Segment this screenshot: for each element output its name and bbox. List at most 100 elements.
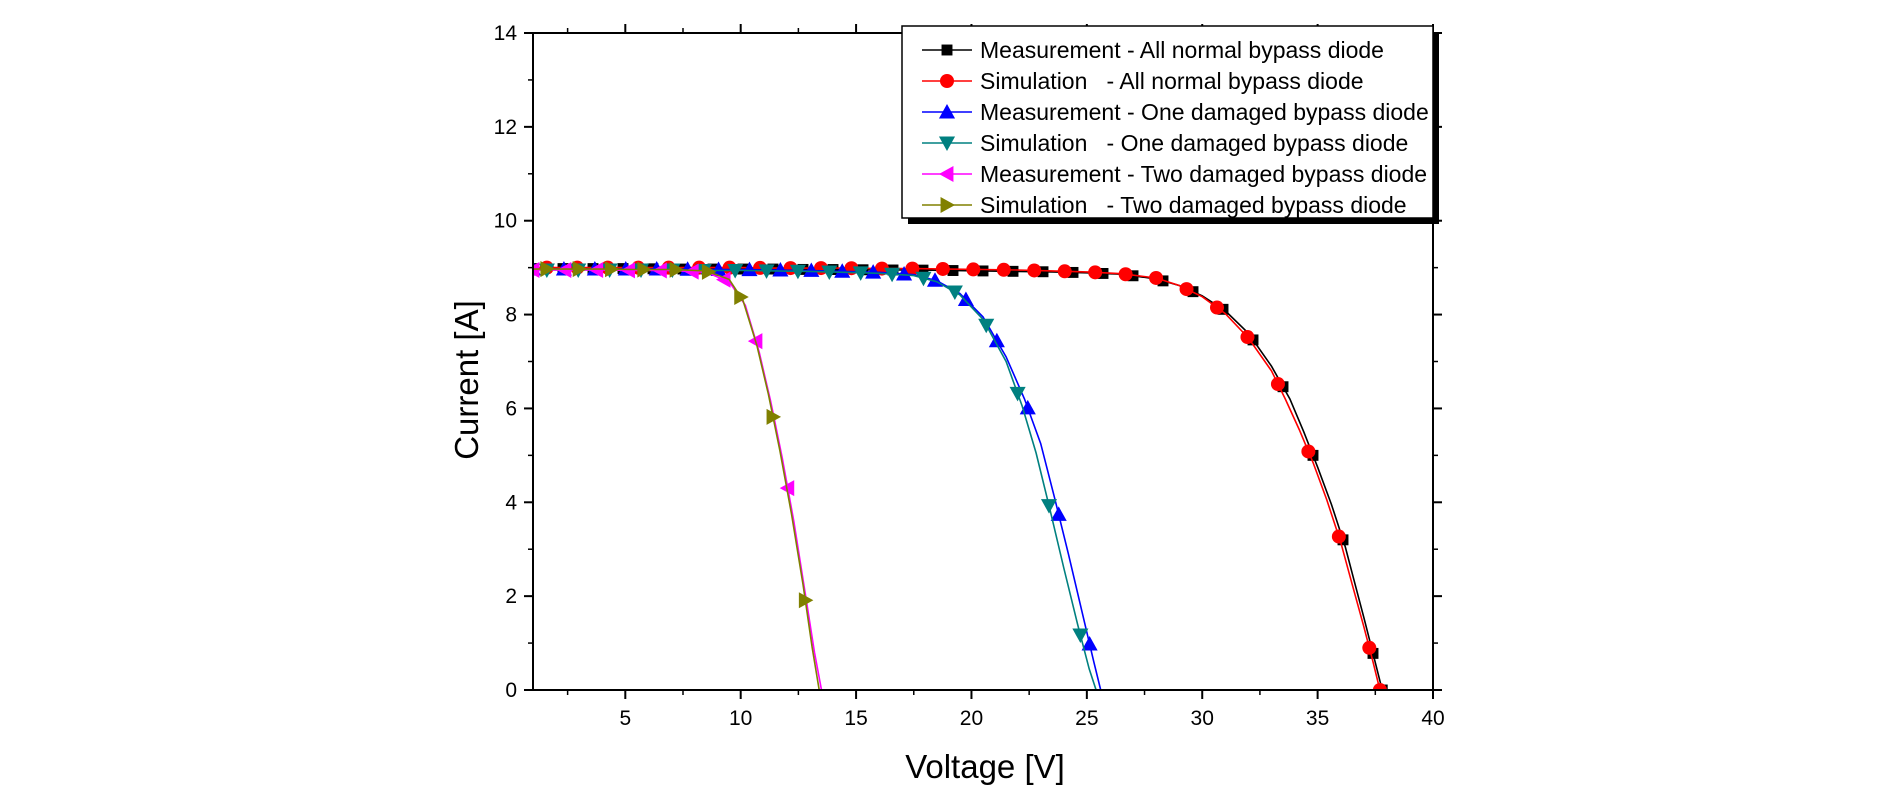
- data-point: [865, 264, 882, 279]
- data-point: [1081, 636, 1098, 651]
- data-point: [1362, 640, 1377, 655]
- data-point: [966, 262, 981, 277]
- data-point: [798, 592, 814, 609]
- data-point: [803, 262, 820, 277]
- data-point: [1149, 270, 1164, 285]
- y-tick-label: 10: [494, 210, 517, 233]
- x-tick-label: 25: [1075, 707, 1098, 730]
- data-point: [896, 265, 913, 281]
- data-point: [1088, 265, 1103, 280]
- legend-label: Measurement - One damaged bypass diode: [980, 99, 1429, 125]
- data-point: [957, 291, 974, 306]
- data-point: [540, 261, 555, 278]
- legend-marker: [938, 103, 956, 119]
- legend-marker: [941, 44, 953, 56]
- data-point: [1240, 330, 1255, 345]
- y-tick-label: 2: [505, 585, 517, 608]
- series-6: [533, 261, 820, 690]
- data-point: [758, 264, 775, 279]
- y-axis-title: Current [A]: [448, 300, 485, 460]
- data-point: [915, 271, 932, 287]
- data-point: [1040, 499, 1058, 514]
- data-point: [821, 265, 838, 280]
- data-point: [1007, 265, 1019, 277]
- x-tick-label: 15: [844, 707, 867, 730]
- data-point: [978, 318, 995, 334]
- y-tick-label: 14: [494, 22, 518, 45]
- data-point: [977, 265, 989, 277]
- data-point: [533, 261, 540, 279]
- series-layer: [533, 260, 1388, 690]
- data-point: [1210, 300, 1224, 315]
- data-point: [996, 262, 1011, 277]
- data-point: [684, 263, 699, 280]
- y-tick-label: 12: [494, 116, 517, 139]
- legend-label: Measurement - All normal bypass diode: [980, 37, 1384, 63]
- data-point: [727, 264, 744, 279]
- legend-entry: Measurement - One damaged bypass diode: [922, 99, 1429, 125]
- x-tick-label: 30: [1191, 707, 1214, 730]
- data-point: [1372, 683, 1387, 690]
- data-point: [1301, 444, 1316, 459]
- data-point: [1179, 282, 1194, 297]
- x-tick-label: 40: [1421, 707, 1444, 730]
- legend-marker: [938, 136, 956, 152]
- data-point: [556, 261, 572, 279]
- data-point: [884, 267, 901, 283]
- data-point: [767, 263, 779, 275]
- data-point: [834, 263, 851, 278]
- legend-entry: Simulation - One damaged bypass diode: [922, 130, 1408, 156]
- legend-entry: Simulation - All normal bypass diode: [922, 68, 1364, 94]
- data-point: [572, 261, 588, 278]
- x-tick-label: 35: [1306, 707, 1329, 730]
- y-tick-label: 4: [505, 491, 517, 514]
- x-tick-label: 10: [729, 707, 752, 730]
- data-point: [917, 264, 929, 276]
- y-tick-label: 0: [505, 679, 517, 702]
- data-point: [652, 262, 667, 279]
- legend-marker: [940, 74, 954, 88]
- legend-label: Simulation - One damaged bypass diode: [980, 130, 1408, 156]
- legend-label: Measurement - Two damaged bypass diode: [980, 161, 1427, 187]
- legend-box: [901, 25, 1434, 219]
- legend-entry: Simulation - Two damaged bypass diode: [922, 192, 1407, 218]
- data-point: [1057, 264, 1072, 279]
- data-point: [935, 261, 950, 276]
- data-point: [852, 266, 869, 281]
- y-tick-label: 8: [505, 304, 517, 327]
- data-point: [1067, 266, 1079, 278]
- legend-marker: [938, 165, 954, 183]
- data-point: [772, 262, 789, 277]
- data-point: [741, 261, 758, 277]
- data-point: [766, 408, 782, 425]
- legend-label: Simulation - All normal bypass diode: [980, 68, 1364, 94]
- data-point: [1118, 267, 1133, 282]
- data-point: [669, 261, 685, 278]
- data-point: [1037, 266, 1049, 278]
- data-point: [789, 264, 806, 280]
- data-point: [946, 285, 963, 301]
- data-point: [1331, 529, 1346, 544]
- legend-label: Simulation - Two damaged bypass diode: [980, 192, 1407, 218]
- data-point: [701, 263, 717, 280]
- legend-marker: [940, 196, 956, 214]
- data-point: [637, 261, 652, 278]
- data-point: [1072, 628, 1089, 644]
- data-point: [734, 288, 749, 306]
- y-tick-label: 6: [505, 397, 517, 420]
- data-point: [1009, 386, 1026, 402]
- legend: Measurement - All normal bypass diode Sim…: [901, 25, 1439, 224]
- data-point: [620, 262, 635, 279]
- data-point: [605, 261, 620, 278]
- data-point: [1027, 263, 1042, 278]
- legend-entry: Measurement - All normal bypass diode: [922, 37, 1384, 63]
- data-point: [588, 261, 604, 279]
- data-point: [988, 332, 1005, 348]
- x-axis-title: Voltage [V]: [905, 748, 1065, 785]
- data-point: [1270, 377, 1285, 392]
- x-tick-label: 20: [960, 707, 983, 730]
- legend-entry: Measurement - Two damaged bypass diode: [922, 161, 1427, 187]
- data-point: [947, 265, 959, 276]
- data-point: [1050, 506, 1067, 521]
